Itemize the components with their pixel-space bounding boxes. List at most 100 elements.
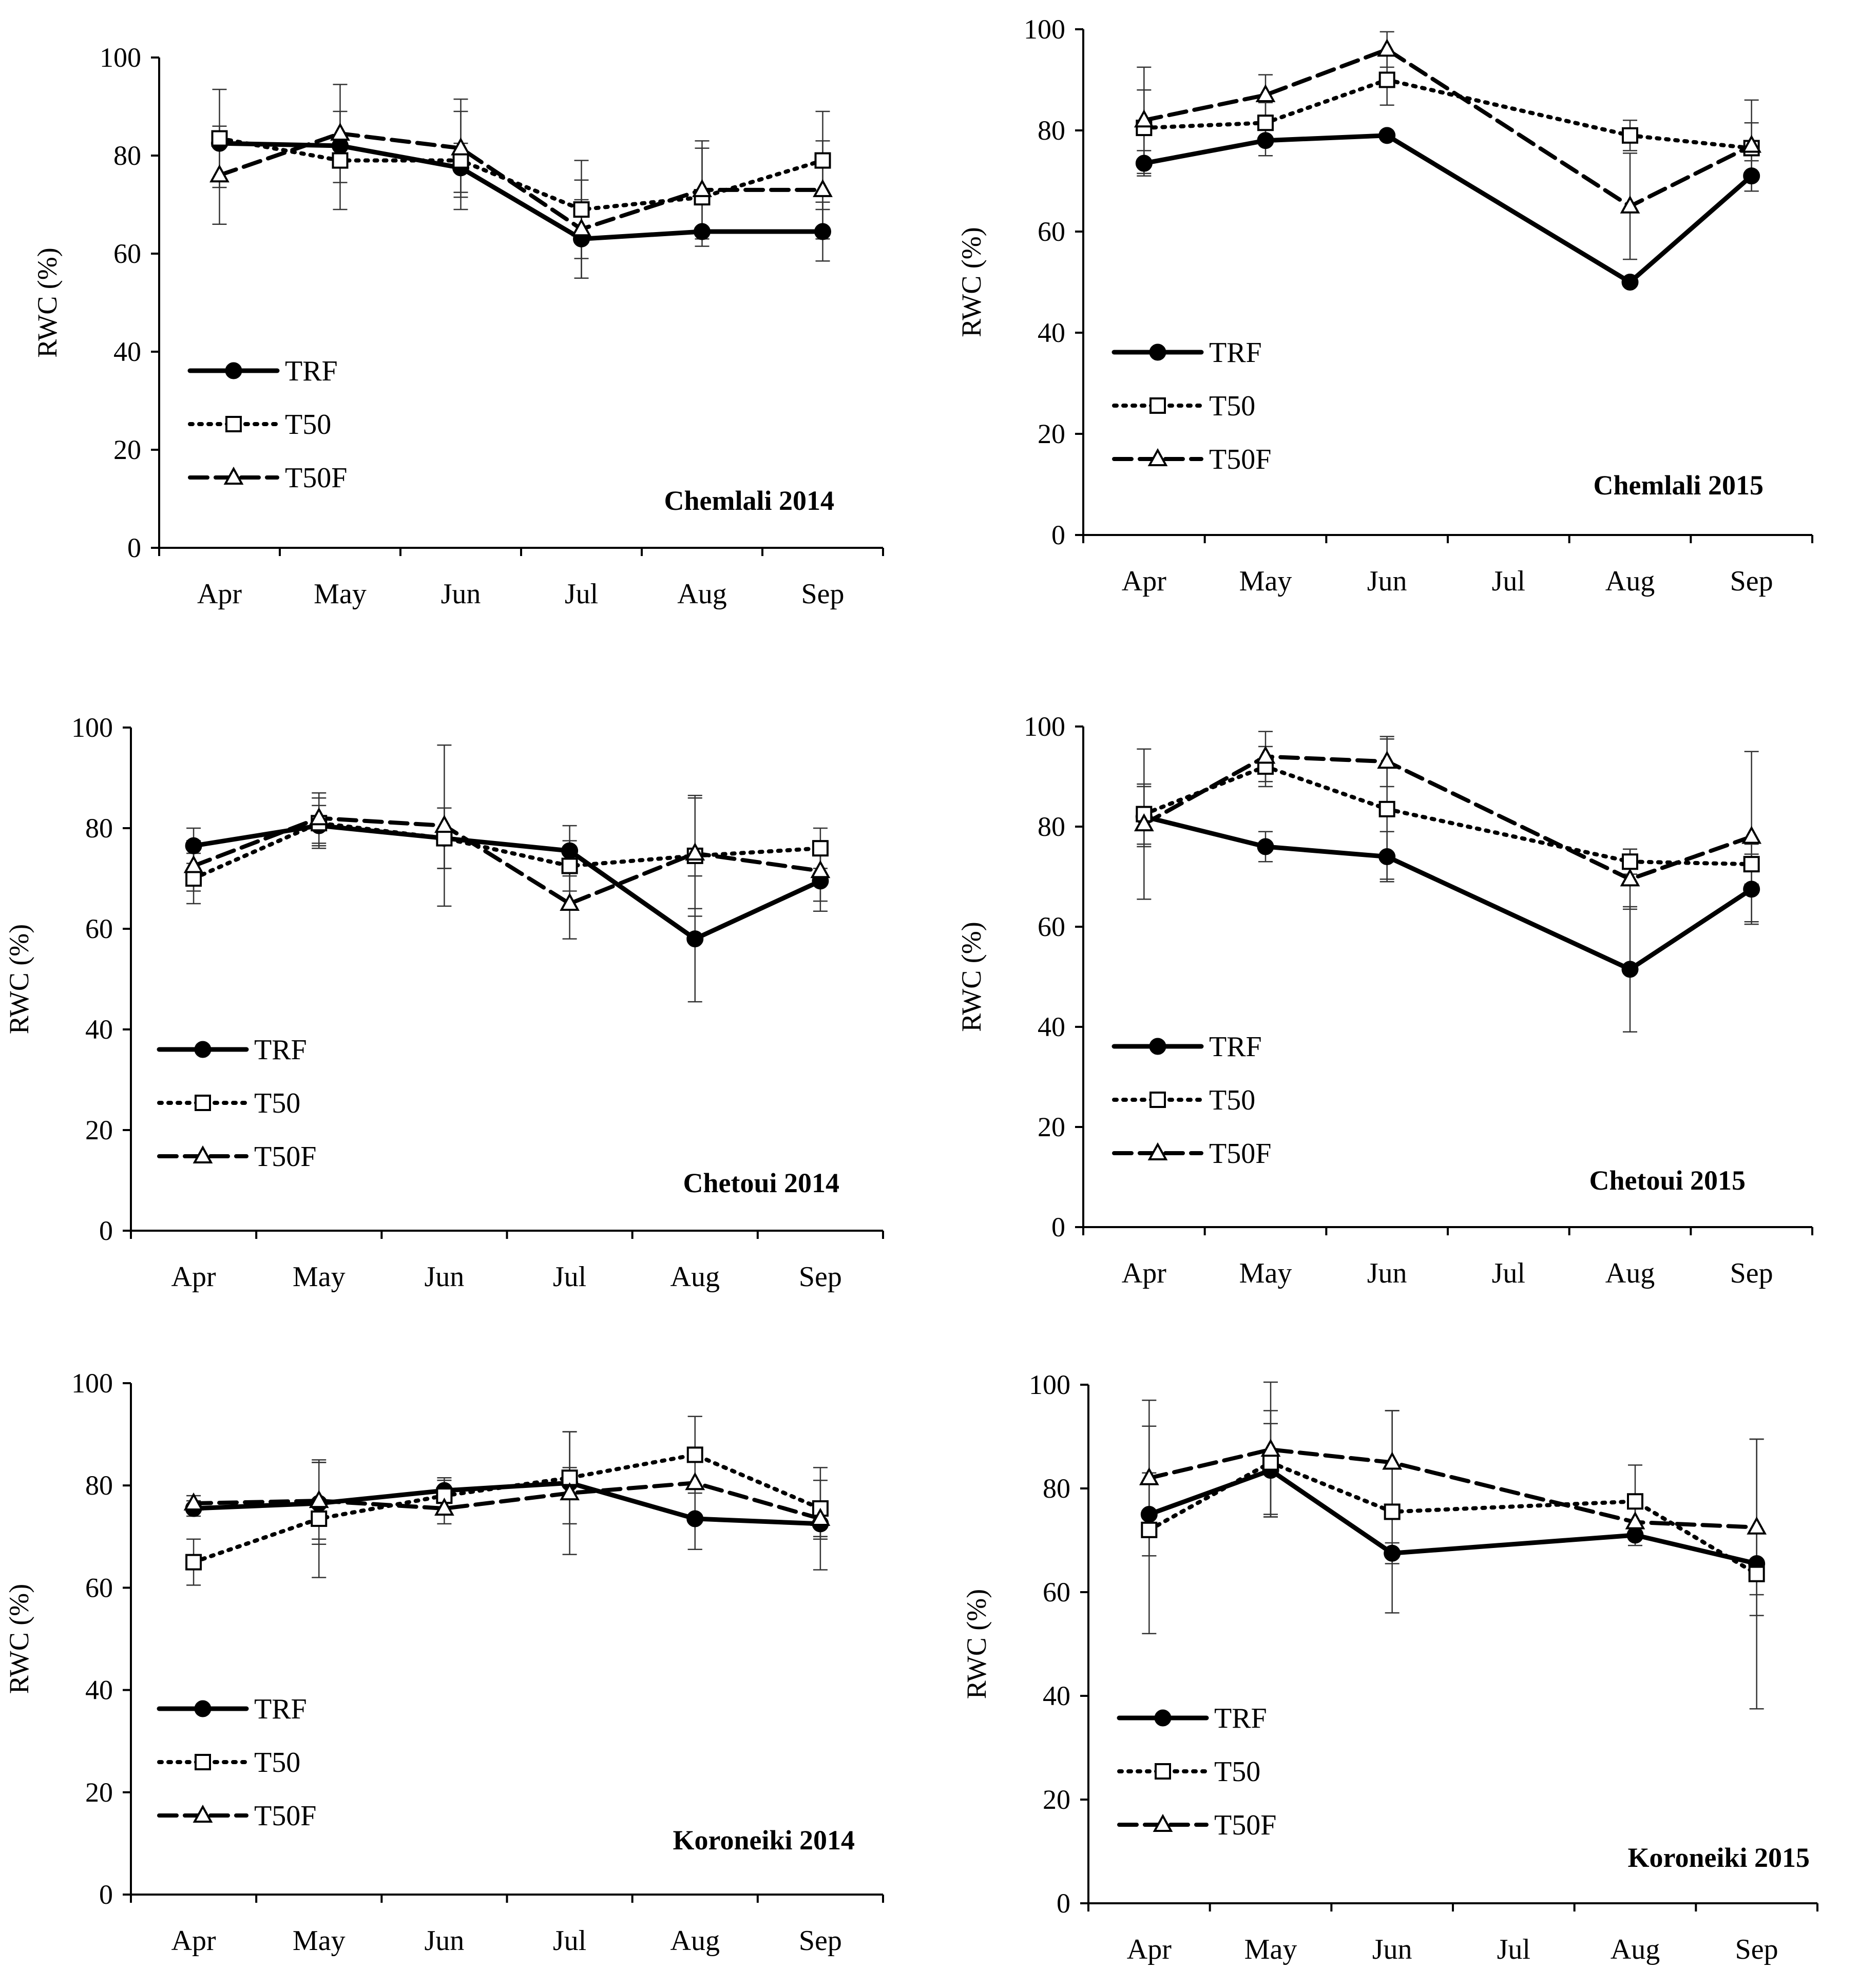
legend-marker-t50 — [195, 1754, 211, 1770]
data-point-trf — [1743, 881, 1760, 898]
data-point-t50 — [1622, 853, 1638, 870]
panel-title: Chemlali 2015 — [1594, 470, 1764, 501]
y-tick-label: 0 — [1051, 1212, 1065, 1242]
data-point-t50 — [1743, 856, 1760, 873]
legend-label: T50 — [254, 1087, 300, 1119]
data-point-t50f — [1134, 109, 1154, 128]
data-point-trf — [1257, 838, 1274, 855]
data-point-t50 — [211, 130, 228, 147]
data-point-t50f — [434, 1497, 454, 1516]
x-tick-label: May — [1239, 565, 1292, 597]
series-line-t50 — [217, 136, 825, 212]
y-tick-label: 80 — [1043, 1473, 1070, 1504]
data-point-t50 — [185, 1554, 202, 1571]
y-tick-label: 0 — [1051, 520, 1065, 550]
x-tick-label: Apr — [171, 1261, 216, 1293]
data-point-t50f — [309, 1489, 329, 1508]
legend-marker-t50f — [1147, 448, 1168, 466]
legend-label: T50F — [254, 1800, 316, 1832]
data-point-t50 — [185, 870, 202, 887]
chart-panel-5: 0 20 40 60 80 100 Apr May Jun Jul Aug Sep RWC (%) TRF… — [4, 1368, 884, 1957]
y-tick-label: 80 — [1038, 115, 1065, 146]
y-axis-title: RWC (%) — [956, 227, 987, 337]
x-tick-label: May — [1239, 1257, 1292, 1289]
data-point-t50 — [1262, 1454, 1279, 1471]
legend-label: T50F — [1214, 1809, 1276, 1841]
series-line-t50 — [191, 821, 822, 881]
data-point-t50f — [1625, 1511, 1645, 1530]
y-tick-label: 0 — [99, 1879, 113, 1910]
x-tick-label: Jun — [425, 1261, 465, 1293]
x-tick-label: May — [293, 1261, 346, 1293]
x-tick-label: Jul — [1492, 565, 1525, 597]
series-line-t50f — [1142, 47, 1754, 208]
x-tick-label: Aug — [677, 578, 726, 610]
x-tick-label: Apr — [1127, 1934, 1172, 1965]
data-point-t50f — [1620, 868, 1640, 887]
y-tick-label: 0 — [99, 1215, 113, 1246]
data-point-t50f — [1255, 84, 1276, 103]
data-point-t50 — [561, 857, 578, 874]
y-tick-label: 60 — [1038, 216, 1065, 247]
data-point-t50 — [1748, 1565, 1765, 1582]
series-line-t50 — [1142, 764, 1754, 867]
y-tick-label: 20 — [1043, 1784, 1070, 1815]
legend-label: TRF — [1209, 337, 1262, 369]
x-tick-label: Sep — [1735, 1934, 1778, 1965]
panel-title: Chetoui 2015 — [1589, 1165, 1746, 1196]
y-axis-title: RWC (%) — [32, 247, 63, 357]
data-point-t50f — [1741, 826, 1762, 844]
x-tick-label: Jun — [1367, 1257, 1407, 1289]
x-tick-label: Aug — [670, 1261, 720, 1293]
data-point-t50f — [1139, 1467, 1159, 1485]
legend-marker-trf — [225, 362, 242, 379]
data-point-trf — [1743, 167, 1760, 185]
x-tick-label: Sep — [799, 1925, 842, 1957]
x-tick-label: Jul — [1497, 1934, 1530, 1965]
series-line-t50 — [191, 1452, 822, 1564]
chart-panel-6: 0 20 40 60 80 100 Apr May Jun Jul Aug Sep RWC (%) TRF… — [961, 1369, 1818, 1965]
y-axis-title: RWC (%) — [4, 1584, 34, 1694]
legend-label: T50 — [285, 409, 331, 441]
legend-label: T50F — [1209, 444, 1271, 475]
data-point-t50f — [560, 1482, 580, 1501]
y-tick-label: 40 — [113, 336, 141, 367]
legend-marker-t50 — [225, 416, 242, 432]
data-point-trf — [1135, 155, 1153, 172]
y-axis-title: RWC (%) — [956, 922, 987, 1031]
data-point-t50f — [1134, 813, 1154, 832]
data-point-t50 — [1384, 1503, 1401, 1520]
series-line-trf — [1141, 133, 1754, 284]
chart-panel-1: 0 20 40 60 80 100 Apr May Jun Jul Aug Sep RWC (%) TRF… — [32, 42, 884, 610]
data-point-t50f — [1260, 1439, 1281, 1457]
data-point-t50 — [1141, 1521, 1158, 1538]
legend-marker-t50 — [1149, 397, 1166, 414]
panel-title: Chemlali 2014 — [664, 485, 835, 516]
data-point-t50f — [571, 218, 591, 237]
legend-marker-t50f — [193, 1145, 213, 1163]
series-line-trf — [1141, 814, 1754, 972]
x-tick-label: Jun — [425, 1925, 465, 1957]
x-tick-label: Jul — [553, 1925, 586, 1957]
chart-panel-4: 0 20 40 60 80 100 Apr May Jun Jul Aug Sep RWC (%) TRF… — [956, 711, 1813, 1289]
y-tick-label: 0 — [127, 532, 141, 563]
legend-marker-t50f — [193, 1804, 213, 1823]
y-tick-label: 40 — [85, 1675, 113, 1706]
x-tick-label: Jul — [1492, 1257, 1525, 1289]
series-line-t50f — [1147, 1447, 1759, 1530]
x-tick-label: Jul — [553, 1261, 586, 1293]
data-point-t50f — [1377, 39, 1397, 57]
y-tick-label: 20 — [1038, 418, 1065, 449]
data-point-t50f — [183, 1492, 204, 1511]
legend-marker-t50f — [223, 466, 244, 485]
series-line-trf — [217, 141, 825, 241]
y-tick-label: 100 — [100, 42, 141, 73]
data-point-t50f — [685, 842, 705, 861]
data-point-trf — [686, 1510, 704, 1527]
series-line-t50f — [191, 816, 822, 906]
legend-label: T50F — [285, 462, 347, 494]
data-point-t50 — [436, 830, 453, 847]
data-point-t50f — [309, 807, 329, 826]
x-tick-label: Apr — [1122, 1257, 1166, 1289]
legend-label: T50 — [1209, 390, 1255, 422]
